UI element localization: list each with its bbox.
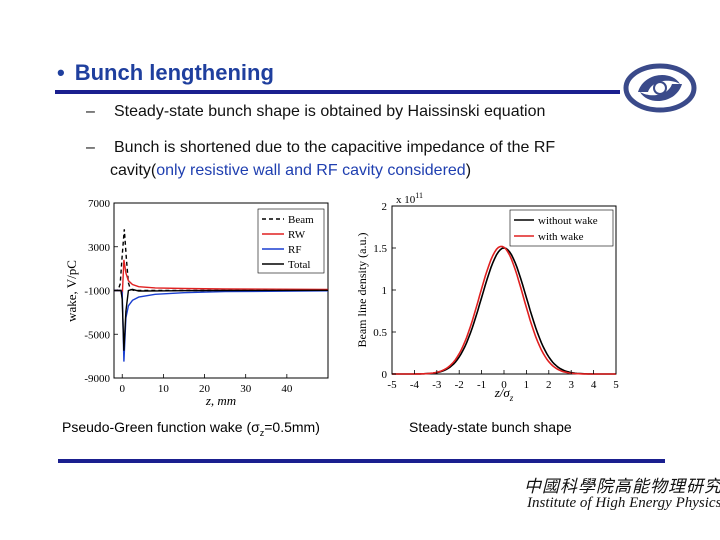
bunch-ytick-label: 0.5 xyxy=(373,327,387,339)
bunch-series-with-wake xyxy=(392,245,616,375)
sub-bullet-2-line2: cavity(only resistive wall and RF cavity… xyxy=(110,162,471,180)
sub-bullet-1: – Steady-state bunch shape is obtained by… xyxy=(86,103,545,121)
bunch-xtick-label: -5 xyxy=(387,379,397,391)
sub2-blue-text: only resistive wall and RF cavity consid… xyxy=(156,162,466,179)
bunch-legend-label: with wake xyxy=(538,231,584,243)
bunch-ylabel: Beam line density (a.u.) xyxy=(355,233,369,348)
wake-xtick-label: 40 xyxy=(281,383,293,395)
bunch-xtick-label: 3 xyxy=(568,379,574,391)
bunch-shape-chart: 00.511.52-5 -4 -3 -2 -1 0 1 2 3 4 5 without wakewi… xyxy=(355,191,619,403)
wake-xtick-label: 0 xyxy=(119,383,125,395)
bunch-xlabel: z/σz xyxy=(494,385,514,403)
bunch-ytick-label: 2 xyxy=(382,201,388,213)
wake-chart: 7000 3000 -1000 -5000 -9000 0 10 20 30 40 Beam RW R… xyxy=(64,198,329,408)
wake-series-total xyxy=(114,288,329,351)
wake-ytick-label: -1000 xyxy=(84,286,110,298)
bunch-xtick-label: 5 xyxy=(613,379,619,391)
bullet-icon: • xyxy=(57,60,65,85)
institute-en: Institute of High Energy Physics xyxy=(527,495,720,511)
wake-ylabel: wake, V/pC xyxy=(64,260,79,322)
title-underline xyxy=(55,90,620,94)
bottom-rule xyxy=(58,459,665,463)
wake-ytick-label: 3000 xyxy=(88,242,111,254)
wake-xtick-label: 30 xyxy=(240,383,252,395)
sub-bullet-2: – Bunch is shortened due to the capacitiv… xyxy=(86,139,555,157)
wake-legend: Beam RW RF Total xyxy=(257,208,325,274)
bunch-xtick-label: -4 xyxy=(410,379,420,391)
institute-cn: 中國科學院高能物理研究所 xyxy=(524,477,720,497)
bunch-y-multiplier: x 1011 xyxy=(396,191,423,206)
bunch-ytick-label: 0 xyxy=(382,369,388,381)
caption-bunch: Steady-state bunch shape xyxy=(409,419,572,435)
bunch-xtick-label: -3 xyxy=(432,379,442,391)
wake-legend-label: Total xyxy=(288,259,310,271)
wake-ytick-label: -5000 xyxy=(84,329,110,341)
wake-xtick-label: 10 xyxy=(158,383,170,395)
wake-legend-label: RW xyxy=(288,229,306,241)
dash-icon: – xyxy=(86,103,95,120)
bunch-ytick-label: 1 xyxy=(382,285,388,297)
bunch-legend: without wake with wake xyxy=(509,209,614,247)
bunch-xtick-label: 1 xyxy=(524,379,530,391)
bunch-xtick-label: 2 xyxy=(546,379,552,391)
caption-wake-suffix: =0.5mm) xyxy=(264,419,320,435)
bunch-xtick-label: -2 xyxy=(455,379,464,391)
title-text: Bunch lengthening xyxy=(74,60,274,85)
wake-xlabel: z, mm xyxy=(205,393,236,408)
wake-ytick-label: 7000 xyxy=(88,198,111,210)
wake-legend-label: Beam xyxy=(288,214,314,226)
sub2-suffix: ) xyxy=(465,162,472,179)
bunch-xtick-label: 4 xyxy=(591,379,597,391)
sub-bullet-1-text: Steady-state bunch shape is obtained by … xyxy=(114,103,546,120)
bunch-xtick-label: -1 xyxy=(477,379,486,391)
slide-title: • Bunch lengthening xyxy=(57,60,274,86)
caption-wake: Pseudo-Green function wake (σz=0.5mm) xyxy=(62,419,320,438)
ihep-logo-icon xyxy=(622,62,698,119)
sub-bullet-2-line1: Bunch is shortened due to the capacitive… xyxy=(114,139,556,156)
bunch-xtick-label: 0 xyxy=(501,379,507,391)
wake-series-rf xyxy=(114,289,329,362)
sub2-prefix: cavity( xyxy=(110,162,157,179)
bunch-ytick-label: 1.5 xyxy=(373,243,387,255)
wake-legend-label: RF xyxy=(288,244,301,256)
wake-xtick-label: 20 xyxy=(199,383,211,395)
wake-ytick-label: -9000 xyxy=(84,373,110,385)
bunch-legend-label: without wake xyxy=(538,215,598,227)
caption-wake-prefix: Pseudo-Green function wake (σ xyxy=(62,419,260,435)
caption-wake-sub: z xyxy=(259,427,265,438)
dash-icon: – xyxy=(86,139,95,156)
